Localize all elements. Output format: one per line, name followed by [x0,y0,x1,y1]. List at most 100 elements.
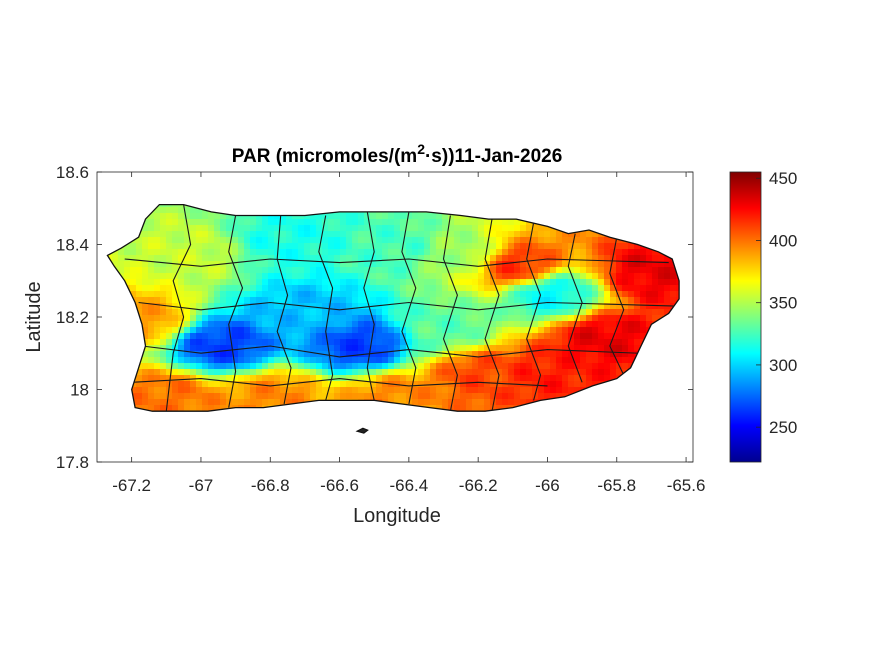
par-cell [304,255,311,262]
par-cell [184,399,191,406]
par-cell [394,297,401,304]
par-cell [610,375,617,382]
par-cell [178,309,185,316]
par-cell [358,321,365,328]
par-cell [142,405,149,412]
par-cell [154,207,161,214]
par-cell [268,321,275,328]
par-cell [490,345,497,352]
par-cell [544,285,551,292]
par-cell [364,333,371,340]
par-cell [448,267,455,274]
par-cell [238,225,245,232]
par-cell [268,333,275,340]
par-cell [508,309,515,316]
par-cell [484,381,491,388]
par-cell [274,273,281,280]
par-cell [412,279,419,286]
par-cell [628,261,635,268]
par-cell [466,291,473,298]
municipality-boundary [141,345,638,358]
par-cell [214,249,221,256]
par-cell [214,273,221,280]
par-cell [562,369,569,376]
par-cell [388,291,395,298]
par-cell [400,363,407,370]
par-cell [286,303,293,310]
par-cell [502,387,509,394]
par-cell [286,393,293,400]
par-cell [292,333,299,340]
par-cell [592,333,599,340]
par-cell [304,231,311,238]
par-cell [382,309,389,316]
par-cell [406,249,413,256]
par-cell [646,249,653,256]
par-cell [316,213,323,220]
par-cell [598,261,605,268]
par-cell [352,375,359,382]
par-cell [142,357,149,364]
par-cell [262,285,269,292]
par-cell [280,387,287,394]
par-cell [556,327,563,334]
par-cell [544,309,551,316]
par-cell [352,315,359,322]
par-cell [394,285,401,292]
par-cell [532,339,539,346]
par-cell [352,381,359,388]
par-cell [166,249,173,256]
par-cell [352,225,359,232]
par-cell [472,327,479,334]
par-cell [208,393,215,400]
par-cell [226,357,233,364]
par-cell [172,291,179,298]
par-cell [196,261,203,268]
par-cell [286,237,293,244]
par-cell [388,267,395,274]
par-cell [160,237,167,244]
par-cell [496,369,503,376]
par-cell [280,267,287,274]
par-cell [232,357,239,364]
par-cell [202,237,209,244]
par-cell [622,357,629,364]
par-cell [562,237,569,244]
par-cell [562,255,569,262]
par-cell [508,375,515,382]
par-cell [304,375,311,382]
par-cell [586,303,593,310]
par-cell [196,243,203,250]
par-cell [598,375,605,382]
par-cell [316,321,323,328]
par-cell [358,231,365,238]
par-cell [574,255,581,262]
par-cell [232,255,239,262]
par-cell [496,315,503,322]
par-cell [478,369,485,376]
par-cell [454,387,461,394]
par-cell [190,339,197,346]
par-cell [484,231,491,238]
par-cell [256,243,263,250]
par-cell [280,231,287,238]
par-cell [226,375,233,382]
par-cell [496,363,503,370]
par-cell [208,273,215,280]
par-cell [190,363,197,370]
par-cell [256,339,263,346]
par-cell [580,375,587,382]
par-cell [466,369,473,376]
par-cell [286,309,293,316]
par-cell [286,333,293,340]
par-cell [394,237,401,244]
par-cell [580,309,587,316]
par-cell [334,291,341,298]
par-cell [448,339,455,346]
par-cell [358,291,365,298]
par-cell [208,327,215,334]
par-cell [328,273,335,280]
par-cell [358,387,365,394]
par-cell [514,297,521,304]
par-cell [406,375,413,382]
